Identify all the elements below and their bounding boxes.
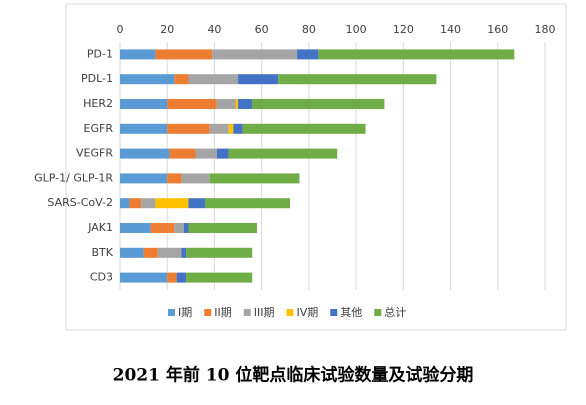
- bar-segment: [181, 173, 210, 184]
- bar-segment: [318, 49, 515, 60]
- legend-label: 其他: [340, 306, 362, 319]
- legend-label: III期: [254, 306, 275, 319]
- chart-border: [65, 3, 567, 331]
- legend-swatch: [243, 309, 251, 316]
- bar-segment: [157, 247, 182, 258]
- bar-segment: [216, 99, 236, 109]
- legend-swatch: [168, 309, 175, 316]
- bar-segment: [155, 198, 189, 209]
- y-tick-label: VEGFR: [76, 147, 113, 160]
- x-tick-label: 140: [440, 23, 461, 36]
- legend-label: I期: [178, 306, 192, 319]
- bar-segment: [209, 123, 229, 134]
- bar-segment: [141, 198, 156, 209]
- bar-segment: [181, 247, 187, 258]
- bar-segment: [120, 198, 130, 209]
- bar-segment: [186, 272, 253, 283]
- y-tick-label: HER2: [83, 97, 113, 110]
- bar-segment: [297, 49, 319, 60]
- bar-segment: [120, 49, 156, 60]
- x-tick-label: 60: [255, 23, 269, 36]
- bar-segment: [174, 223, 184, 233]
- bar-segment: [120, 148, 170, 159]
- bar-segment: [228, 123, 234, 134]
- y-tick-label: CD3: [90, 271, 113, 284]
- legend-swatch: [286, 309, 294, 316]
- bar-segment: [278, 74, 437, 85]
- bar-segment: [212, 49, 298, 60]
- bar-segment: [120, 74, 175, 85]
- x-tick-label: 180: [535, 23, 556, 36]
- bar-segment: [143, 247, 158, 258]
- bar-segment: [205, 198, 290, 209]
- y-tick-label: GLP-1/ GLP-1R: [34, 171, 113, 184]
- bar-segment: [209, 173, 300, 184]
- y-tick-label: PDL-1: [81, 72, 113, 85]
- legend-label: IV期: [296, 306, 318, 319]
- bar-segment: [188, 74, 239, 85]
- y-tick-label: JAK1: [87, 221, 113, 234]
- bar-segment: [120, 99, 168, 109]
- x-tick-label: 20: [160, 23, 174, 36]
- bar-segment: [188, 198, 205, 209]
- legend-swatch: [374, 309, 382, 316]
- y-tick-label: BTK: [92, 246, 114, 259]
- bar-segment: [120, 223, 151, 233]
- chart-title: 2021 年前 10 位靶点临床试验数量及试验分期: [113, 365, 474, 386]
- bar-segment: [155, 49, 213, 60]
- y-tick-label: SARS-CoV-2: [47, 196, 113, 209]
- x-tick-label: 80: [302, 23, 316, 36]
- bar-segment: [233, 123, 243, 134]
- bar-segment: [238, 74, 279, 85]
- bar-segment: [167, 272, 177, 283]
- bar-segment: [195, 148, 217, 159]
- bar-segment: [228, 148, 338, 159]
- x-tick-label: 0: [117, 23, 124, 36]
- bar-segment: [120, 173, 168, 184]
- x-tick-label: 120: [393, 23, 414, 36]
- x-tick-label: 100: [346, 23, 367, 36]
- bar-segment: [120, 123, 168, 134]
- bar-segment: [150, 223, 175, 233]
- bar-segment: [176, 272, 187, 283]
- bar-segment: [188, 223, 257, 233]
- bar-segment: [238, 99, 253, 109]
- bar-segment: [167, 123, 210, 134]
- legend-swatch: [204, 309, 212, 316]
- bar-segment: [235, 99, 239, 109]
- bar-segment: [174, 74, 189, 85]
- y-tick-label: PD-1: [87, 47, 113, 60]
- legend-label: 总计: [384, 305, 406, 319]
- bar-segment: [216, 148, 229, 159]
- legend-swatch: [330, 309, 338, 316]
- bar-segment: [183, 223, 189, 233]
- bar-segment: [242, 123, 366, 134]
- legend-label: II期: [214, 306, 232, 319]
- bar-segment: [169, 148, 196, 159]
- bar-segment: [129, 198, 142, 209]
- bar-segment: [167, 173, 182, 184]
- y-tick-label: EGFR: [84, 122, 114, 135]
- x-tick-label: 160: [487, 23, 508, 36]
- bar-segment: [252, 99, 385, 109]
- bar-segment: [120, 272, 168, 283]
- bar-segment: [167, 99, 217, 109]
- bar-segment: [120, 247, 144, 258]
- bar-segment: [186, 247, 253, 258]
- x-tick-label: 40: [207, 23, 221, 36]
